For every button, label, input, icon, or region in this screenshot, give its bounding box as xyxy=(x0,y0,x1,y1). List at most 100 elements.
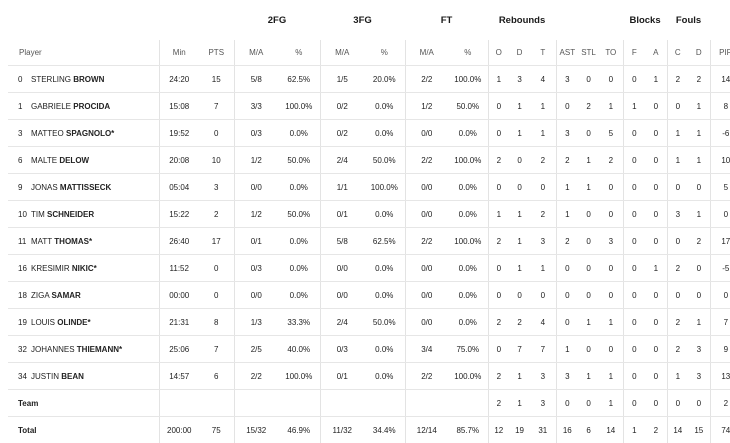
player-pts: 15 xyxy=(199,66,234,93)
player-ft-ma: 0/0 xyxy=(405,282,448,309)
player-ft-pct: 100.0% xyxy=(448,147,488,174)
player-2fg-ma: 3/3 xyxy=(234,93,278,120)
player-stl: 0 xyxy=(578,255,599,282)
col-header-fouls-committed: C xyxy=(667,40,688,66)
player-first-name: JUSTIN xyxy=(31,372,59,381)
player-ft-ma: 0/0 xyxy=(405,174,448,201)
player-pts: 10 xyxy=(199,147,234,174)
player-3fg-ma: 0/2 xyxy=(320,93,364,120)
player-stl: 0 xyxy=(578,228,599,255)
player-fouls-committed: 2 xyxy=(667,309,688,336)
team-stl: 0 xyxy=(578,390,599,417)
player-ft-ma: 0/0 xyxy=(405,255,448,282)
player-to: 0 xyxy=(599,282,623,309)
total-3fg-pct: 34.4% xyxy=(364,417,405,443)
player-blocks-against: 0 xyxy=(645,201,667,228)
player-stl: 0 xyxy=(578,336,599,363)
total-fouls-committed: 14 xyxy=(667,417,688,443)
player-3fg-ma: 0/1 xyxy=(320,201,364,228)
player-ast: 0 xyxy=(556,255,578,282)
player-def-reb: 1 xyxy=(509,120,530,147)
col-header-3fg-ma: M/A xyxy=(320,40,364,66)
player-ast: 0 xyxy=(556,282,578,309)
player-stl: 1 xyxy=(578,363,599,390)
player-blocks-for: 0 xyxy=(623,309,645,336)
player-number: 18 xyxy=(18,291,31,300)
total-blocks-for: 1 xyxy=(623,417,645,443)
player-pir: 9 xyxy=(710,336,730,363)
player-3fg-ma: 0/0 xyxy=(320,282,364,309)
player-tot-reb: 3 xyxy=(530,228,556,255)
player-pir: 17 xyxy=(710,228,730,255)
total-row: Total 200:00 75 15/32 46.9% 11/32 34.4% … xyxy=(8,417,730,443)
player-last-name: OLINDE* xyxy=(57,318,90,327)
player-ast: 2 xyxy=(556,147,578,174)
player-first-name: LOUIS xyxy=(31,318,55,327)
player-number: 16 xyxy=(18,264,31,273)
player-blocks-against: 0 xyxy=(645,120,667,147)
player-2fg-pct: 33.3% xyxy=(278,309,320,336)
player-3fg-ma: 1/5 xyxy=(320,66,364,93)
player-fouls-committed: 3 xyxy=(667,201,688,228)
player-tot-reb: 0 xyxy=(530,174,556,201)
player-fouls-committed: 2 xyxy=(667,66,688,93)
player-blocks-against: 0 xyxy=(645,336,667,363)
player-def-reb: 1 xyxy=(509,255,530,282)
player-ft-pct: 75.0% xyxy=(448,336,488,363)
player-first-name: STERLING xyxy=(31,75,71,84)
col-header-min: Min xyxy=(159,40,199,66)
player-last-name: NIKIC* xyxy=(72,264,97,273)
team-blocks-against: 0 xyxy=(645,390,667,417)
player-off-reb: 2 xyxy=(488,309,509,336)
team-ast: 0 xyxy=(556,390,578,417)
player-last-name: BROWN xyxy=(73,75,104,84)
player-2fg-pct: 0.0% xyxy=(278,282,320,309)
player-ft-pct: 0.0% xyxy=(448,201,488,228)
player-ft-ma: 0/0 xyxy=(405,309,448,336)
player-tot-reb: 4 xyxy=(530,66,556,93)
player-pts: 7 xyxy=(199,93,234,120)
player-2fg-pct: 100.0% xyxy=(278,363,320,390)
player-stl: 0 xyxy=(578,282,599,309)
player-first-name: GABRIELE xyxy=(31,102,71,111)
player-pts: 0 xyxy=(199,120,234,147)
team-fouls-committed: 0 xyxy=(667,390,688,417)
total-ast: 16 xyxy=(556,417,578,443)
player-def-reb: 2 xyxy=(509,309,530,336)
player-ft-pct: 0.0% xyxy=(448,255,488,282)
player-number: 9 xyxy=(18,183,31,192)
player-3fg-pct: 0.0% xyxy=(364,120,405,147)
player-ft-pct: 50.0% xyxy=(448,93,488,120)
col-header-ft-pct: % xyxy=(448,40,488,66)
player-2fg-pct: 100.0% xyxy=(278,93,320,120)
player-last-name: BEAN xyxy=(61,372,84,381)
player-ft-pct: 100.0% xyxy=(448,228,488,255)
player-fouls-committed: 0 xyxy=(667,93,688,120)
player-2fg-pct: 50.0% xyxy=(278,201,320,228)
player-fouls-drawn: 0 xyxy=(688,174,710,201)
col-header-stl: STL xyxy=(578,40,599,66)
player-def-reb: 0 xyxy=(509,147,530,174)
total-def-reb: 19 xyxy=(509,417,530,443)
total-pts: 75 xyxy=(199,417,234,443)
player-tot-reb: 1 xyxy=(530,120,556,147)
player-stl: 0 xyxy=(578,201,599,228)
player-to: 1 xyxy=(599,309,623,336)
player-last-name: SPAGNOLO* xyxy=(66,129,114,138)
player-tot-reb: 1 xyxy=(530,255,556,282)
player-2fg-ma: 1/2 xyxy=(234,147,278,174)
player-to: 0 xyxy=(599,66,623,93)
player-off-reb: 0 xyxy=(488,336,509,363)
player-tot-reb: 0 xyxy=(530,282,556,309)
player-to: 0 xyxy=(599,201,623,228)
player-last-name: THIEMANN* xyxy=(77,345,122,354)
player-to: 0 xyxy=(599,174,623,201)
group-blocks: Blocks xyxy=(623,0,667,40)
player-pir: 5 xyxy=(710,174,730,201)
player-ft-pct: 100.0% xyxy=(448,363,488,390)
player-min: 05:04 xyxy=(159,174,199,201)
